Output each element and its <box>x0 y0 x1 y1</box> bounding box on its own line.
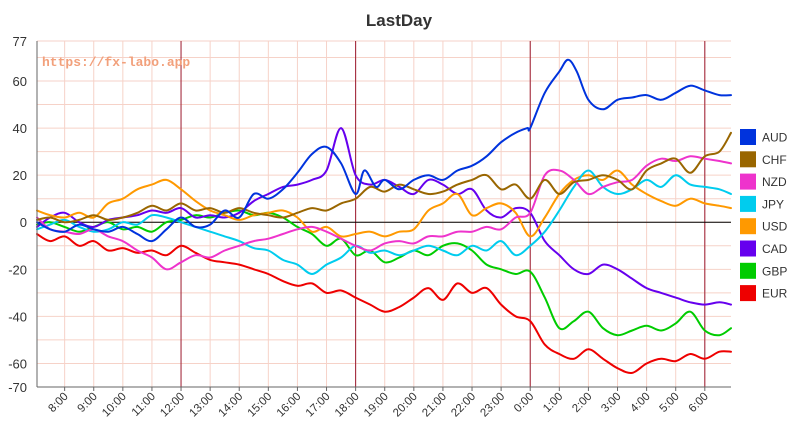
x-tick-label: 10:00 <box>100 391 129 420</box>
series-line-gbp <box>36 209 732 337</box>
x-tick-label: 2:00 <box>570 391 594 415</box>
x-tick-label: 0:00 <box>512 391 536 415</box>
x-tick-label: 20:00 <box>391 391 420 420</box>
legend-swatch-chf <box>740 151 756 168</box>
legend-swatch-cad <box>740 240 756 257</box>
y-tick-label: 0 <box>20 215 27 230</box>
y-tick-label: -60 <box>8 356 27 371</box>
legend-swatch-nzd <box>740 173 756 190</box>
legend-label-gbp: GBP <box>762 264 787 278</box>
x-tick-label: 6:00 <box>687 391 711 415</box>
x-tick-label: 15:00 <box>246 391 275 420</box>
series-line-nzd <box>36 155 732 271</box>
series-line-usd <box>36 169 732 238</box>
y-tick-label: -40 <box>8 309 27 324</box>
x-tick-label: 13:00 <box>187 391 216 420</box>
legend-swatch-jpy <box>740 195 756 212</box>
y-tick-label: 20 <box>13 168 27 183</box>
legend-swatch-eur <box>740 285 756 302</box>
x-tick-label: 21:00 <box>420 391 449 420</box>
x-tick-label: 17:00 <box>304 391 333 420</box>
y-tick-label: -20 <box>8 262 27 277</box>
x-tick-label: 12:00 <box>158 391 187 420</box>
x-tick-label: 14:00 <box>217 391 246 420</box>
legend: AUD CHF NZD JPY USD CAD GBP EUR <box>740 129 788 302</box>
watermark-text: https://fx-labo.app <box>42 55 190 70</box>
legend-label-nzd: NZD <box>762 175 787 189</box>
y-tick-label: 60 <box>13 74 27 89</box>
series-line-cad <box>36 127 732 306</box>
x-tick-label: 3:00 <box>599 391 623 415</box>
legend-label-cad: CAD <box>762 242 788 256</box>
legend-label-jpy: JPY <box>762 197 784 211</box>
x-tick-label: 9:00 <box>76 391 100 415</box>
legend-swatch-usd <box>740 218 756 235</box>
legend-label-usd: USD <box>762 220 788 234</box>
series-line-aud <box>36 58 732 243</box>
x-tick-label: 11:00 <box>130 391 158 419</box>
series-line-eur <box>36 233 732 375</box>
y-axis-ticks: 77 60 40 20 0 -20 -40 -60 -70 <box>8 34 27 395</box>
series-lines <box>36 58 732 375</box>
series-line-jpy <box>36 169 732 275</box>
legend-swatch-gbp <box>740 262 756 279</box>
x-tick-label: 1:00 <box>541 391 565 415</box>
x-tick-label: 19:00 <box>362 391 391 420</box>
x-tick-label: 22:00 <box>449 391 478 420</box>
y-tick-label: 40 <box>13 121 27 136</box>
y-tick-label: -70 <box>8 380 27 395</box>
x-tick-label: 23:00 <box>478 391 507 420</box>
legend-swatch-aud <box>740 129 756 145</box>
x-tick-label: 8:00 <box>46 391 70 415</box>
y-tick-label: 77 <box>13 34 27 49</box>
x-axis-ticks: 8:00 9:00 10:00 11:00 12:00 13:00 14:00 15:00 16… <box>46 387 711 420</box>
x-tick-label: 16:00 <box>275 391 304 420</box>
legend-label-aud: AUD <box>762 131 788 145</box>
legend-label-eur: EUR <box>762 287 788 301</box>
x-tick-label: 18:00 <box>333 391 362 420</box>
x-tick-label: 5:00 <box>658 391 682 415</box>
axes <box>36 41 731 388</box>
legend-label-chf: CHF <box>762 153 787 167</box>
x-tick-label: 4:00 <box>628 391 652 415</box>
chart-title: LastDay <box>366 11 433 30</box>
series-line-chf <box>36 131 732 224</box>
